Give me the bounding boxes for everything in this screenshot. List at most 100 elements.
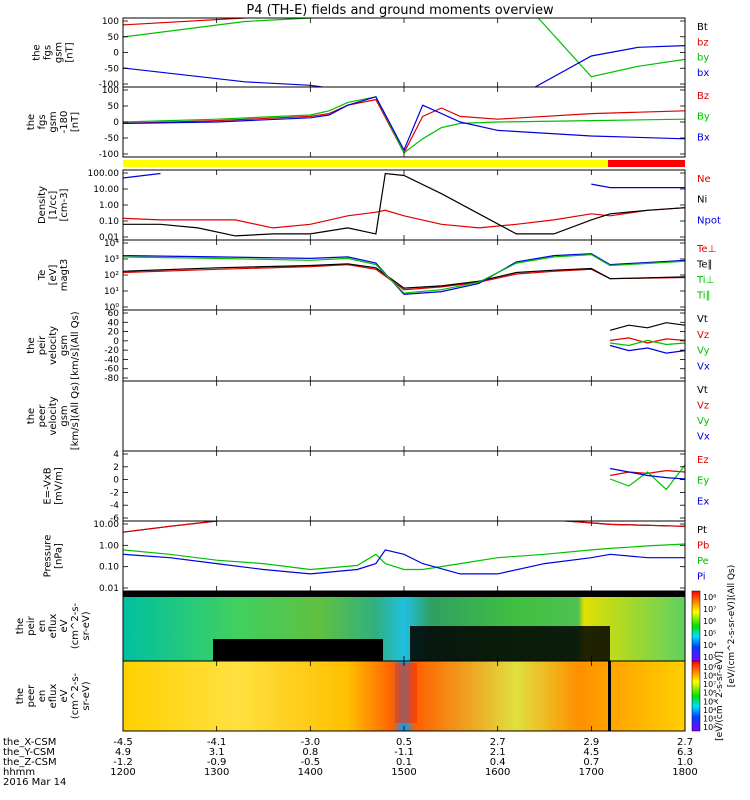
y-tick-label: -50 — [104, 64, 119, 74]
colorbar-tick-label: 10⁴ — [703, 706, 716, 715]
heatmap-low-energy-dropout — [410, 626, 610, 661]
y-axis-label-line: [eV] — [48, 265, 59, 286]
series-line-Pi — [123, 549, 685, 575]
series-line-Vz — [610, 337, 685, 344]
legend-entry-Bx: Bx — [697, 132, 710, 143]
y-axis-label-line: [nT] — [70, 112, 81, 132]
y-tick-label: -6 — [110, 514, 119, 524]
colorbar-tick-label: 10⁹ — [703, 663, 716, 672]
y-axis-label-line: velocity — [48, 396, 59, 435]
footer-value: 2.1 — [490, 747, 506, 758]
footer-value: 2.7 — [490, 737, 506, 748]
y-axis-label-line: sr-eV) — [81, 611, 92, 640]
y-tick-label: 40 — [108, 318, 120, 328]
footer-row-label: the_X-CSM — [3, 737, 56, 748]
colorbar-tick-label: 10⁷ — [703, 605, 716, 614]
colorbar-tick-label: 10³ — [703, 653, 716, 662]
colorbar-tick-label: 10⁸ — [703, 593, 716, 602]
y-axis-label-line: peer — [37, 404, 48, 428]
y-tick-label: 50 — [108, 33, 120, 43]
legend-entry-Vz: Vz — [697, 330, 709, 341]
y-axis-label-line: [nPa] — [54, 543, 65, 569]
y-tick-label: 10.00 — [93, 185, 119, 195]
series-line-Te∥ — [123, 263, 685, 289]
y-axis-label-line: [1/cc] — [48, 191, 59, 220]
series-line-Ti∥ — [123, 253, 685, 294]
colorbar-tick-label: 10⁵ — [703, 629, 716, 638]
y-tick-label: 10³ — [104, 255, 119, 265]
colorbar-tick-label: 10⁴ — [703, 641, 716, 650]
colorbar-tick-label: 10⁶ — [703, 617, 716, 626]
footer-value: -0.5 — [301, 757, 321, 768]
y-tick-label: 0 — [113, 476, 119, 486]
panel-6: Vt Vz Vy Vx the peer velocity gsm [km/s](All Qs) — [26, 380, 710, 452]
y-tick-label: 2 — [113, 463, 119, 473]
panel-7: 4 2 0 -2 -4 -6 Ez Ey Ex E=-VxB [mV/m] — [43, 450, 710, 524]
y-tick-label: 50 — [108, 102, 120, 112]
y-axis-label-line: the — [26, 408, 37, 424]
y-tick-label: 0.10 — [99, 563, 119, 573]
y-axis-label-line: peer — [26, 684, 37, 708]
y-axis-label-line: Density — [37, 186, 48, 224]
series-line-Te⊥ — [123, 263, 685, 291]
y-tick-label: 10² — [104, 271, 119, 281]
series-line-bx — [123, 45, 685, 87]
legend-entry-Vy: Vy — [697, 416, 710, 427]
series-line-Ey — [609, 464, 685, 491]
figure-title: P4 (TH-E) fields and ground moments over… — [246, 3, 554, 18]
footer-value: 0.7 — [583, 757, 599, 768]
panel-4: 10⁴ 10³ 10² 10¹ 10⁰ Te⊥ Te∥ Ti⊥ Ti∥ Te [eV] magt3 — [37, 239, 716, 313]
legend-entry-Ti⊥: Ti⊥ — [696, 275, 714, 286]
y-tick-label: 10.00 — [93, 520, 119, 530]
legend-entry-Pi: Pi — [697, 572, 706, 583]
y-axis-label-line: the — [15, 618, 26, 634]
footer-value: 1700 — [579, 767, 604, 778]
y-axis-label-line: peir — [26, 615, 37, 635]
footer-value: 3.1 — [209, 747, 225, 758]
colorbar-tick-label: 10⁸ — [703, 672, 716, 681]
y-tick-label: 0 — [113, 337, 119, 347]
panel-frame — [122, 17, 686, 88]
footer-value: 1800 — [672, 767, 697, 778]
legend-entry-Te⊥: Te⊥ — [696, 244, 716, 255]
series-line-Vt — [609, 322, 685, 331]
footer-row-label: 2016 Mar 14 — [3, 777, 66, 788]
footer-value: 1.0 — [677, 757, 693, 768]
footer-value: -0.9 — [207, 757, 227, 768]
series-line-Ex — [609, 467, 685, 480]
footer-value: 1600 — [485, 767, 510, 778]
legend-entry-Vx: Vx — [697, 361, 710, 372]
y-axis-label-line: the — [32, 44, 43, 60]
heatmap-low-energy-dropout — [213, 639, 383, 661]
y-tick-label: -2 — [110, 488, 119, 498]
legend-entry-Ey: Ey — [697, 476, 709, 487]
y-axis-label-line: [nT] — [65, 42, 76, 62]
legend-entry-bx: bx — [697, 68, 709, 79]
colorbar-label: [eV/(cm^2-s-sr-eV)] — [715, 651, 725, 741]
y-axis-label-line: E=-VxB — [43, 467, 54, 504]
y-axis-label-line: [mV/m] — [54, 467, 65, 505]
y-axis-label-line: sr-eV) — [81, 681, 92, 710]
footer-value: 1400 — [298, 767, 323, 778]
series-line-Pe — [123, 543, 685, 571]
legend-entry-Pe: Pe — [697, 556, 709, 567]
footer-value: 1500 — [391, 767, 416, 778]
legend-entry-by: by — [697, 53, 709, 64]
y-tick-label: 20 — [108, 328, 120, 338]
y-tick-label: 0 — [113, 118, 119, 128]
y-axis-label-line: [km/s](All Qs) — [70, 311, 81, 379]
colorbar — [691, 590, 701, 662]
footer-value: 0.4 — [490, 757, 506, 768]
series-line-Bz — [123, 98, 685, 155]
y-axis-label-line: [cm-3] — [59, 188, 70, 221]
legend-entry-Ne: Ne — [697, 174, 711, 185]
panel-8: 10.00 1.00 0.10 0.01 Pt Pb Pe Pi Pressure [nPa] — [43, 520, 710, 594]
y-tick-label: -100 — [99, 150, 120, 160]
y-tick-label: 10⁴ — [104, 239, 119, 249]
y-tick-label: 100 — [102, 86, 119, 96]
y-tick-label: -40 — [104, 355, 119, 365]
